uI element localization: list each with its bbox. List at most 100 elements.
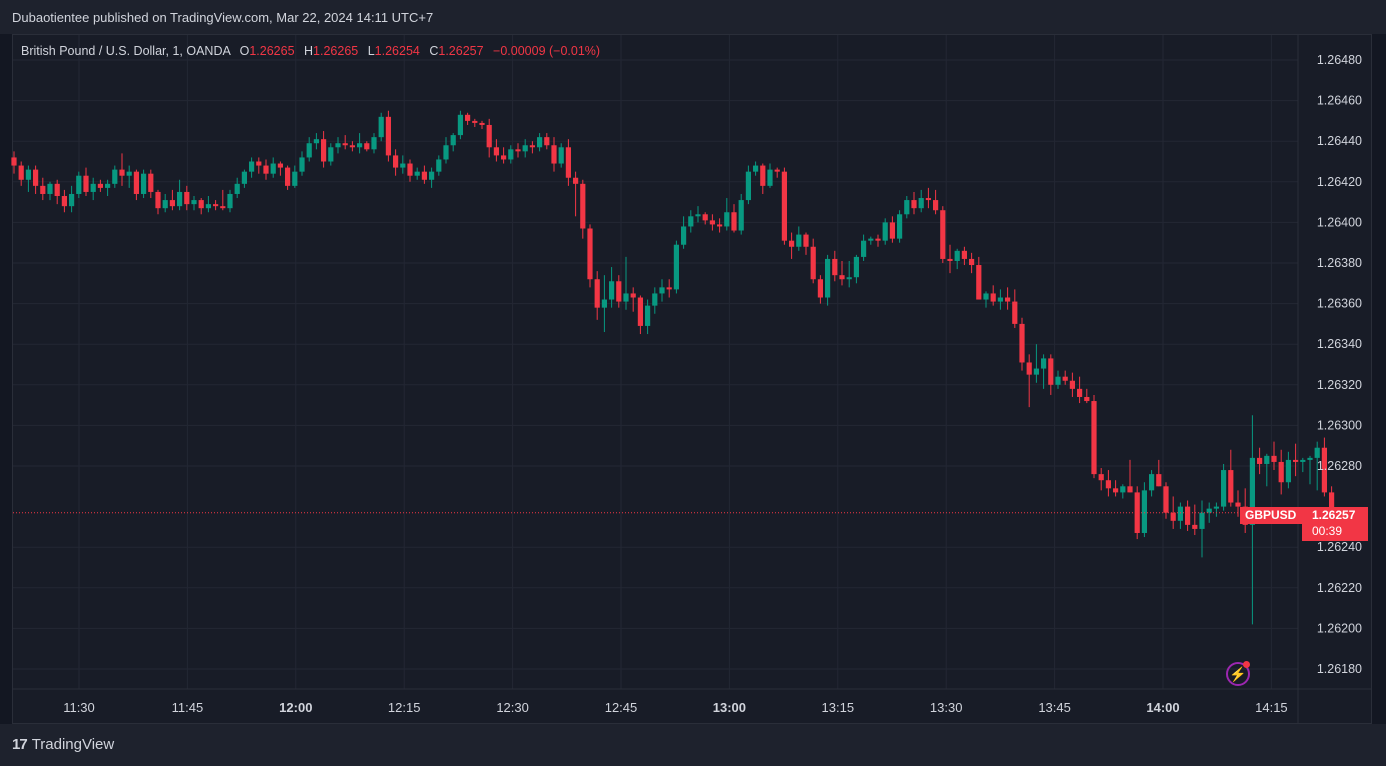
time-tick-label: 13:45	[1038, 700, 1071, 715]
candle-down	[1321, 447, 1327, 493]
candle-up	[601, 299, 607, 308]
candle-down	[839, 275, 845, 280]
candle-up	[882, 222, 888, 241]
candle-down	[573, 177, 579, 184]
candle-up	[357, 143, 363, 148]
candle-down	[33, 169, 39, 186]
candle-up	[997, 297, 1003, 302]
candle-down	[349, 145, 355, 148]
candle-down	[213, 204, 219, 207]
candle-down	[630, 293, 636, 298]
price-tick-label: 1.26320	[1317, 378, 1362, 392]
candle-down	[1005, 297, 1011, 302]
candle-up	[457, 114, 463, 136]
top-bar: Dubaotientee published on TradingView.co…	[0, 0, 1386, 34]
candle-down	[717, 224, 723, 227]
candle-up	[1206, 508, 1212, 513]
candle-down	[529, 145, 535, 148]
candle-down	[61, 196, 67, 207]
candle-up	[1055, 376, 1061, 385]
candle-down	[472, 120, 478, 123]
candle-down	[803, 234, 809, 247]
candle-down	[321, 139, 327, 162]
time-tick-label: 13:15	[822, 700, 855, 715]
candle-down	[479, 122, 485, 125]
candle-down	[817, 279, 823, 298]
candle-down	[385, 116, 391, 156]
candle-down	[1113, 488, 1119, 493]
candle-down	[1098, 474, 1104, 481]
candle-down	[990, 293, 996, 302]
candle-down	[1163, 486, 1169, 513]
candle-up	[688, 216, 694, 227]
candle-down	[263, 165, 269, 174]
candle-up	[313, 139, 319, 144]
candle-down	[940, 210, 946, 259]
candle-up	[508, 149, 514, 160]
candle-down	[465, 114, 471, 121]
price-tick-label: 1.26300	[1317, 418, 1362, 432]
candle-up	[328, 147, 334, 162]
candle-down	[133, 171, 139, 194]
candle-up	[177, 191, 183, 207]
last-price-value: 1.26257	[1312, 508, 1356, 522]
candle-up	[1199, 512, 1205, 529]
candle-up	[1177, 506, 1183, 521]
price-tick-label: 1.26440	[1317, 134, 1362, 148]
candle-up	[126, 171, 132, 176]
candle-down	[407, 163, 413, 176]
candle-down	[789, 240, 795, 247]
candle-up	[299, 157, 305, 172]
tradingview-logo[interactable]: 17 TradingView	[12, 736, 114, 753]
candle-down	[875, 238, 881, 241]
candle-down	[1026, 362, 1032, 375]
candle-up	[897, 214, 903, 239]
candle-down	[1293, 459, 1299, 462]
candle-down	[781, 171, 787, 241]
candle-down	[1134, 492, 1140, 533]
time-tick-label: 14:15	[1255, 700, 1288, 715]
lightning-icon[interactable]: ⚡	[1226, 662, 1250, 686]
candle-up	[241, 171, 247, 184]
candle-up	[767, 169, 773, 186]
candle-up	[1249, 457, 1255, 525]
symbol-name: British Pound / U.S. Dollar, 1, OANDA	[21, 44, 231, 58]
candle-down	[1084, 396, 1090, 402]
candle-down	[83, 175, 89, 192]
open-label: O	[239, 44, 250, 58]
candle-up	[753, 165, 759, 172]
candle-up	[234, 183, 240, 194]
candle-down	[220, 206, 226, 209]
brand-name: TradingView	[31, 736, 115, 753]
candle-down	[1278, 461, 1284, 483]
candle-down	[911, 200, 917, 209]
price-tick-label: 1.26460	[1317, 94, 1362, 108]
candle-down	[976, 265, 982, 300]
low-value: 1.26254	[374, 44, 420, 58]
candle-up	[609, 281, 615, 300]
candle-down	[1257, 457, 1263, 464]
candle-down	[1012, 301, 1018, 324]
candle-up	[537, 137, 543, 148]
candle-down	[1156, 474, 1162, 487]
chart-panel[interactable]	[12, 34, 1372, 724]
candle-down	[925, 198, 931, 201]
candle-down	[1228, 470, 1234, 503]
candle-up	[105, 183, 111, 188]
candle-up	[270, 163, 276, 174]
candle-down	[760, 165, 766, 186]
candle-up	[724, 212, 730, 227]
candle-up	[522, 145, 528, 152]
candle-down	[501, 155, 507, 160]
time-tick-label: 14:00	[1146, 700, 1179, 715]
candle-up	[414, 171, 420, 176]
candle-up	[695, 214, 701, 217]
candle-down	[515, 149, 521, 152]
candle-down	[364, 143, 370, 150]
price-tick-label: 1.26420	[1317, 175, 1362, 189]
price-tick-label: 1.26180	[1317, 662, 1362, 676]
last-price-tag: 1.26257 00:39	[1302, 507, 1368, 541]
candle-up	[306, 143, 312, 158]
candle-up	[1041, 358, 1047, 369]
